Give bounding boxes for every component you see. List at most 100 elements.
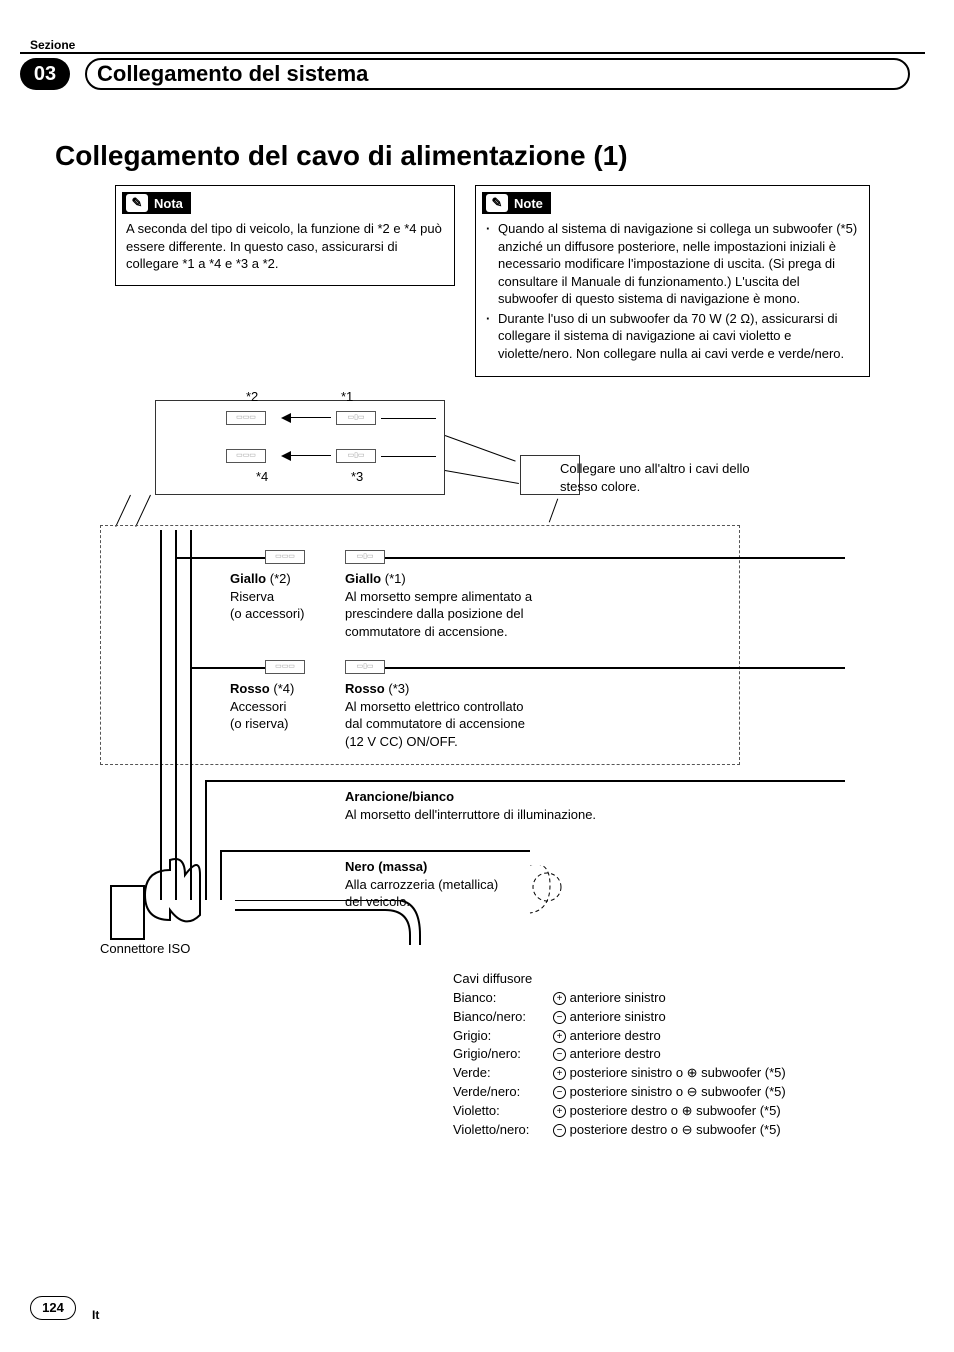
wire-ref: (*4) <box>273 681 294 696</box>
connector-icon: ▭▭▭ <box>265 660 305 674</box>
page-title: Collegamento del cavo di alimentazione (… <box>55 140 628 172</box>
note-header-left: ✎ Nota <box>122 192 191 214</box>
iso-connector-label: Connettore ISO <box>100 940 190 958</box>
note-item: Durante l'uso di un subwoofer da 70 W (2… <box>486 310 859 363</box>
chapter-title: Collegamento del sistema <box>97 61 368 87</box>
line <box>135 495 151 527</box>
table-row: Bianco:+ anteriore sinistro <box>453 989 786 1008</box>
connector-icon: ▭▭▭ <box>226 449 266 463</box>
wire-title: Rosso <box>230 681 270 696</box>
wiring-diagram: *2 *1 ▭▭▭ ▭▯▭ ▭▭▭ ▭▯▭ *4 *3 Collegare un… <box>110 410 870 1190</box>
connector-icon: ▭▯▭ <box>336 449 376 463</box>
wire-label-yellow2: Giallo (*2) Riserva (o accessori) <box>230 570 304 623</box>
wire <box>385 557 845 559</box>
wire-title: Nero (massa) <box>345 859 427 874</box>
table-row: Violetto/nero:− posteriore destro o ⊖ su… <box>453 1121 786 1140</box>
wire <box>205 780 845 782</box>
note-box-left: ✎ Nota A seconda del tipo di veicolo, la… <box>115 185 455 286</box>
ref-label-4: *4 <box>256 469 268 484</box>
speaker-desc: + posteriore sinistro o ⊕ subwoofer (*5) <box>553 1064 786 1083</box>
wire-trunk <box>190 530 192 900</box>
note-box-right: ✎ Note Quando al sistema di navigazione … <box>475 185 870 377</box>
wire-text: dal commutatore di accensione <box>345 716 525 731</box>
wire-ref: (*1) <box>385 571 406 586</box>
speaker-desc: − anteriore destro <box>553 1045 786 1064</box>
arrow-left-icon <box>281 451 291 461</box>
wire <box>385 667 845 669</box>
table-row: Grigio:+ anteriore destro <box>453 1027 786 1046</box>
wire-trunk <box>160 530 162 900</box>
leader-line <box>549 499 558 523</box>
speaker-desc: + anteriore destro <box>553 1027 786 1046</box>
wire-ref: (*2) <box>270 571 291 586</box>
speaker-color: Grigio: <box>453 1027 553 1046</box>
speaker-desc: − anteriore sinistro <box>553 1008 786 1027</box>
speaker-color: Verde/nero: <box>453 1083 553 1102</box>
wire-text: Al morsetto dell'interruttore di illumin… <box>345 807 596 822</box>
table-row: Verde:+ posteriore sinistro o ⊕ subwoofe… <box>453 1064 786 1083</box>
wire-title: Giallo <box>345 571 381 586</box>
iso-plug-icon <box>135 855 235 930</box>
divider-top <box>20 52 925 54</box>
connector-icon: ▭▭▭ <box>265 550 305 564</box>
arrow-left-icon <box>281 413 291 423</box>
chapter-title-container: Collegamento del sistema <box>85 58 910 90</box>
speaker-color: Grigio/nero: <box>453 1045 553 1064</box>
line <box>291 455 331 456</box>
speaker-color: Bianco: <box>453 989 553 1008</box>
wire-title: Rosso <box>345 681 385 696</box>
speaker-table-heading: Cavi diffusore <box>453 970 786 989</box>
table-row: Violetto:+ posteriore destro o ⊕ subwoof… <box>453 1102 786 1121</box>
wire-text: commutatore di accensione. <box>345 624 508 639</box>
speaker-desc: − posteriore destro o ⊖ subwoofer (*5) <box>553 1121 786 1140</box>
line <box>381 418 436 419</box>
wire-text: Riserva <box>230 589 274 604</box>
dashed-left <box>100 525 101 765</box>
table-row: Verde/nero:− posteriore sinistro o ⊖ sub… <box>453 1083 786 1102</box>
table-row: Grigio/nero:− anteriore destro <box>453 1045 786 1064</box>
wire-title: Giallo <box>230 571 266 586</box>
note-body-left: A seconda del tipo di veicolo, la funzio… <box>126 220 444 273</box>
connector-icon: ▭▯▭ <box>336 411 376 425</box>
speaker-color: Violetto: <box>453 1102 553 1121</box>
wire-label-yellow1: Giallo (*1) Al morsetto sempre alimentat… <box>345 570 605 640</box>
connector-icon: ▭▭▭ <box>226 411 266 425</box>
wire-trunk <box>175 530 177 900</box>
chapter-number-badge: 03 <box>20 58 70 90</box>
language-code: It <box>92 1308 99 1322</box>
speaker-color: Bianco/nero: <box>453 1008 553 1027</box>
speaker-color: Verde: <box>453 1064 553 1083</box>
speaker-wire-table: Cavi diffusore Bianco:+ anteriore sinist… <box>453 970 786 1140</box>
connector-icon: ▭▯▭ <box>345 550 385 564</box>
pencil-icon: ✎ <box>126 194 148 212</box>
pencil-icon: ✎ <box>486 194 508 212</box>
line <box>291 417 331 418</box>
wire-label-orange: Arancione/bianco Al morsetto dell'interr… <box>345 788 745 823</box>
wire-text: Alla carrozzeria (metallica) <box>345 877 498 892</box>
note-title-left: Nota <box>154 196 183 211</box>
ground-lug-icon <box>525 865 575 920</box>
wire <box>175 557 265 559</box>
note-title-right: Note <box>514 196 543 211</box>
speaker-desc: + posteriore destro o ⊕ subwoofer (*5) <box>553 1102 786 1121</box>
ref-label-2: *2 <box>246 389 258 404</box>
wire-text: (12 V CC) ON/OFF. <box>345 734 458 749</box>
section-label: Sezione <box>30 38 75 52</box>
wire-text: prescindere dalla posizione del <box>345 606 524 621</box>
wire-ref: (*3) <box>388 681 409 696</box>
ref-label-3: *3 <box>351 469 363 484</box>
wire-text: (o riserva) <box>230 716 289 731</box>
page-number: 124 <box>30 1296 76 1320</box>
wire-label-red3: Rosso (*3) Al morsetto elettrico control… <box>345 680 605 750</box>
ref-label-1: *1 <box>341 389 353 404</box>
wire-text: Accessori <box>230 699 286 714</box>
connector-icon: ▭▯▭ <box>345 660 385 674</box>
table-row: Bianco/nero:− anteriore sinistro <box>453 1008 786 1027</box>
wire-title: Arancione/bianco <box>345 789 454 804</box>
line <box>381 456 436 457</box>
wire-text: Al morsetto sempre alimentato a <box>345 589 532 604</box>
speaker-desc: + anteriore sinistro <box>553 989 786 1008</box>
speaker-desc: − posteriore sinistro o ⊖ subwoofer (*5) <box>553 1083 786 1102</box>
note-body-right: Quando al sistema di navigazione si coll… <box>486 220 859 362</box>
wire <box>220 850 530 852</box>
